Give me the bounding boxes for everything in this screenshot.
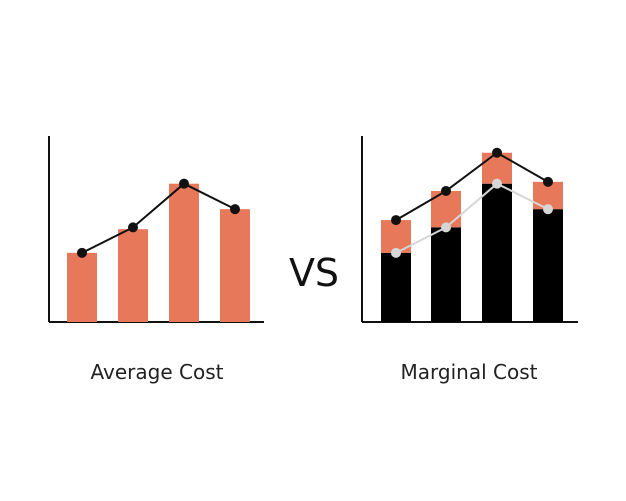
marginal-cost-line-point-1-1 bbox=[441, 222, 451, 233]
average-cost-line-point-0-2 bbox=[179, 178, 189, 189]
vs-label: VS bbox=[289, 251, 339, 295]
average-cost-bar-3 bbox=[220, 209, 250, 322]
average-cost-bar-1 bbox=[118, 229, 148, 322]
marginal-cost-line-point-0-1 bbox=[441, 185, 451, 196]
marginal-cost-line-point-0-2 bbox=[492, 147, 502, 158]
average-cost-line-point-0-3 bbox=[230, 204, 240, 215]
marginal-cost-line-point-0-3 bbox=[543, 176, 553, 187]
average-cost-chart bbox=[48, 136, 264, 323]
average-cost-bar-0 bbox=[67, 252, 97, 322]
marginal-cost-line-point-0-0 bbox=[391, 215, 401, 226]
marginal-cost-bar-segment-0-3 bbox=[533, 209, 563, 322]
average-cost-line-point-0-0 bbox=[77, 247, 87, 258]
marginal-cost-line-point-1-2 bbox=[492, 178, 502, 189]
marginal-cost-line-point-1-3 bbox=[543, 204, 553, 215]
marginal-cost-chart bbox=[361, 136, 578, 323]
average-cost-line-series-0 bbox=[81, 182, 236, 254]
marginal-cost-bar-segment-0-2 bbox=[482, 183, 512, 322]
marginal-cost-line-series-1 bbox=[395, 182, 549, 254]
average-cost-bar-2 bbox=[169, 183, 199, 322]
marginal-cost-bar-segment-0-0 bbox=[381, 252, 411, 322]
marginal-cost-line-point-1-0 bbox=[391, 247, 401, 258]
marginal-cost-label: Marginal Cost bbox=[401, 360, 538, 384]
average-cost-line-point-0-1 bbox=[128, 222, 138, 233]
marginal-cost-bar-segment-0-1 bbox=[431, 227, 461, 322]
average-cost-label: Average Cost bbox=[91, 360, 224, 384]
marginal-cost-line-series-0 bbox=[395, 151, 549, 222]
